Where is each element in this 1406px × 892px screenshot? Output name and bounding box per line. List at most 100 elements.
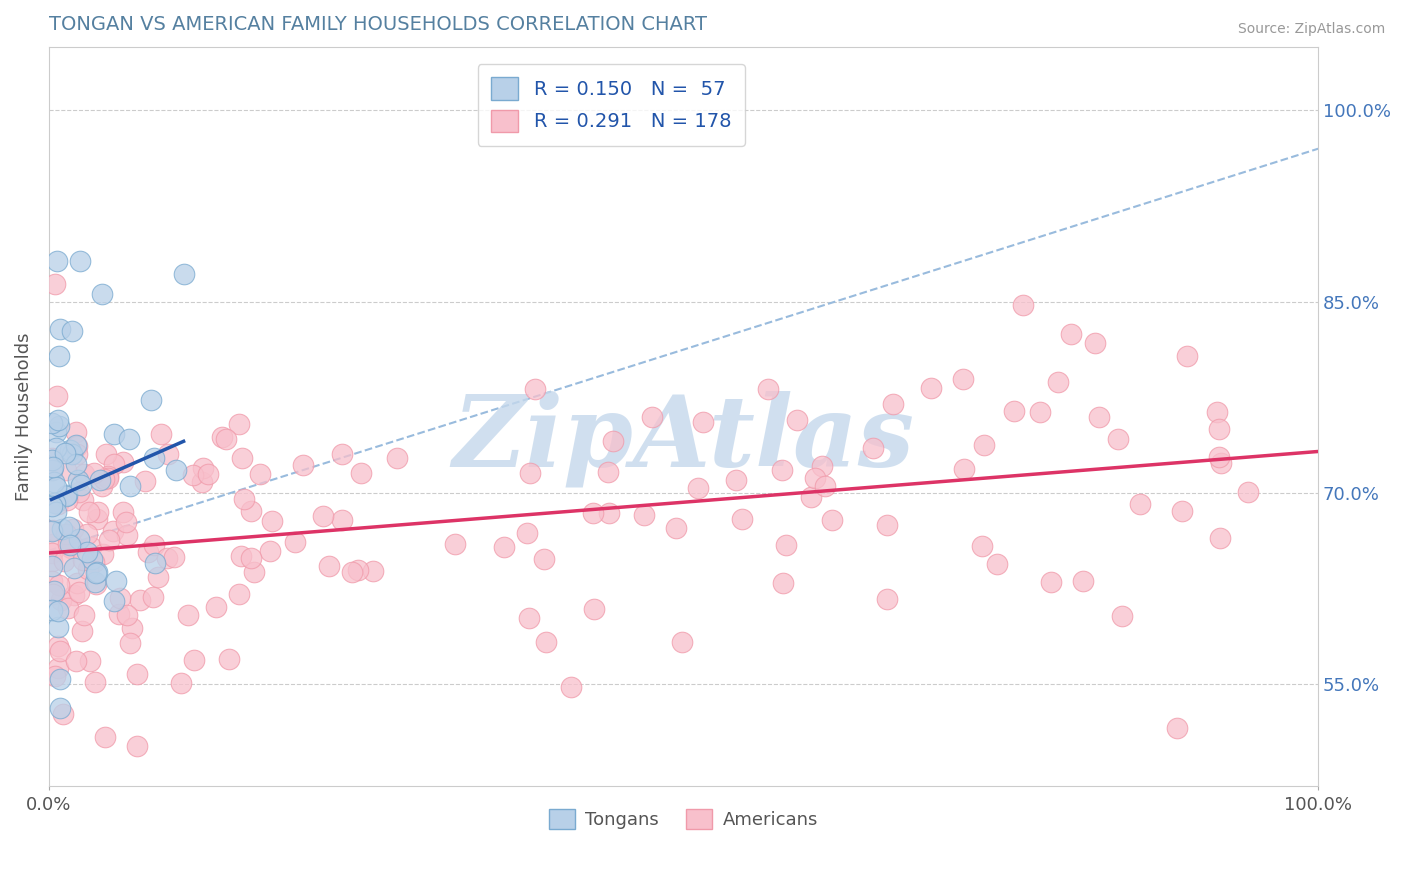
- Point: [46, 620, 69, 634]
- Point: [1208, 422, 1230, 436]
- Point: [41, 452, 63, 467]
- Point: [228, 417, 250, 432]
- Point: [142, 538, 165, 552]
- Point: [49, 701, 72, 715]
- Point: [516, 525, 538, 540]
- Text: TONGAN VS AMERICAN FAMILY HOUSEHOLDS CORRELATION CHART: TONGAN VS AMERICAN FAMILY HOUSEHOLDS COR…: [49, 15, 707, 34]
- Point: [1175, 349, 1198, 363]
- Point: [73, 607, 96, 622]
- Point: [59, 541, 82, 555]
- Point: [86, 512, 108, 526]
- Point: [330, 447, 353, 461]
- Point: [103, 594, 125, 608]
- Point: [53, 554, 76, 568]
- Point: [191, 475, 214, 489]
- Point: [41, 524, 63, 539]
- Point: [41, 416, 63, 430]
- Legend: Tongans, Americans: Tongans, Americans: [543, 801, 825, 837]
- Point: [48, 350, 70, 364]
- Text: ZipAtlas: ZipAtlas: [453, 391, 914, 487]
- Point: [332, 513, 354, 527]
- Point: [150, 426, 173, 441]
- Point: [602, 434, 624, 448]
- Point: [811, 458, 834, 473]
- Point: [44, 496, 66, 510]
- Point: [41, 603, 63, 617]
- Point: [725, 473, 748, 487]
- Point: [49, 322, 72, 336]
- Point: [103, 457, 125, 471]
- Point: [79, 654, 101, 668]
- Point: [519, 611, 541, 625]
- Point: [598, 465, 620, 479]
- Point: [46, 497, 69, 511]
- Point: [44, 669, 66, 683]
- Point: [60, 447, 83, 461]
- Point: [45, 442, 67, 456]
- Point: [46, 661, 69, 675]
- Point: [986, 558, 1008, 572]
- Point: [347, 563, 370, 577]
- Point: [63, 561, 86, 575]
- Point: [111, 455, 134, 469]
- Point: [804, 470, 827, 484]
- Point: [69, 485, 91, 500]
- Point: [142, 590, 165, 604]
- Point: [56, 537, 79, 551]
- Point: [97, 471, 120, 485]
- Point: [197, 467, 219, 481]
- Point: [65, 425, 87, 440]
- Point: [98, 533, 121, 547]
- Point: [117, 528, 139, 542]
- Point: [86, 565, 108, 579]
- Point: [231, 450, 253, 465]
- Point: [91, 547, 114, 561]
- Point: [83, 466, 105, 480]
- Point: [112, 505, 135, 519]
- Point: [1208, 450, 1230, 465]
- Point: [519, 466, 541, 480]
- Point: [48, 672, 70, 686]
- Point: [41, 574, 63, 588]
- Point: [536, 635, 558, 649]
- Point: [211, 430, 233, 444]
- Point: [62, 522, 84, 536]
- Point: [181, 467, 204, 482]
- Point: [1059, 326, 1081, 341]
- Point: [731, 512, 754, 526]
- Point: [1111, 608, 1133, 623]
- Point: [1002, 404, 1025, 418]
- Point: [65, 437, 87, 451]
- Point: [53, 446, 76, 460]
- Point: [361, 564, 384, 578]
- Point: [41, 463, 63, 477]
- Point: [94, 730, 117, 744]
- Point: [1166, 721, 1188, 735]
- Point: [65, 654, 87, 668]
- Point: [51, 522, 73, 536]
- Point: [89, 474, 111, 488]
- Point: [41, 558, 63, 573]
- Point: [67, 473, 90, 487]
- Text: Source: ZipAtlas.com: Source: ZipAtlas.com: [1237, 22, 1385, 37]
- Point: [76, 545, 98, 559]
- Point: [45, 425, 67, 439]
- Point: [42, 475, 65, 490]
- Point: [84, 574, 107, 589]
- Point: [76, 526, 98, 541]
- Point: [65, 447, 87, 461]
- Point: [686, 481, 709, 495]
- Point: [156, 551, 179, 566]
- Point: [73, 467, 96, 482]
- Point: [141, 393, 163, 408]
- Point: [97, 469, 120, 483]
- Point: [342, 565, 364, 579]
- Point: [56, 493, 79, 508]
- Point: [882, 397, 904, 411]
- Point: [52, 707, 75, 722]
- Point: [229, 549, 252, 564]
- Point: [77, 562, 100, 576]
- Point: [1205, 405, 1227, 419]
- Point: [233, 491, 256, 506]
- Point: [218, 652, 240, 666]
